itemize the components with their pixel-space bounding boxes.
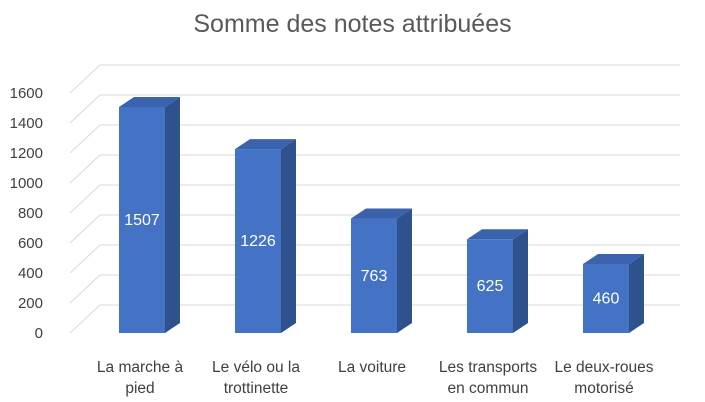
x-tick-label: La voiture: [338, 359, 406, 376]
x-tick-label: motorisé: [574, 380, 633, 397]
bar: [467, 239, 513, 333]
x-tick-label: en commun: [448, 380, 529, 397]
bar: [119, 106, 165, 333]
bar: [351, 218, 397, 333]
x-tick-label: pied: [125, 380, 154, 397]
y-tick-label: 400: [18, 265, 43, 282]
data-label: 1507: [124, 212, 160, 229]
y-tick-label: 1400: [10, 115, 43, 132]
x-tick-label: La marche à: [97, 359, 184, 376]
data-label: 1226: [240, 233, 276, 250]
gridline-depth-1400: [69, 94, 101, 124]
y-tick-label: 1600: [10, 85, 43, 102]
y-tick-label: 600: [18, 235, 43, 252]
bar-side: [165, 96, 180, 333]
bar-top: [583, 254, 644, 264]
gridline-depth-1000: [69, 154, 101, 184]
bar-side: [397, 208, 412, 333]
y-tick-label: 0: [35, 325, 43, 342]
bar-top: [467, 229, 528, 240]
bar-side: [629, 254, 644, 333]
gridline-depth-0: [69, 304, 101, 334]
bar: [583, 264, 629, 333]
bar-side: [513, 229, 528, 333]
bar-side: [281, 139, 296, 333]
y-tick-label: 200: [18, 295, 43, 312]
bar: [235, 149, 281, 333]
y-tick-label: 1000: [10, 175, 43, 192]
y-tick-label: 1200: [10, 145, 43, 162]
x-tick-label: trottinette: [224, 380, 289, 397]
gridline-depth-400: [69, 244, 101, 274]
bar-top: [119, 96, 180, 107]
data-label: 625: [477, 278, 504, 295]
y-tick-label: 800: [18, 205, 43, 222]
gridline-depth-1600: [69, 64, 101, 94]
bar-top: [235, 139, 296, 150]
x-tick-label: Le vélo ou la: [212, 359, 300, 376]
chart-title: Somme des notes attribuées: [193, 10, 512, 38]
data-label: 763: [361, 268, 388, 285]
gridline-depth-600: [69, 214, 101, 244]
gridline-depth-800: [69, 184, 101, 214]
x-tick-label: Le deux-roues: [554, 359, 653, 376]
gridline-depth-1200: [69, 124, 101, 154]
data-label: 460: [593, 291, 620, 308]
x-tick-label: Les transports: [439, 359, 537, 376]
gridline-depth-200: [69, 274, 101, 304]
bar-top: [351, 208, 412, 219]
